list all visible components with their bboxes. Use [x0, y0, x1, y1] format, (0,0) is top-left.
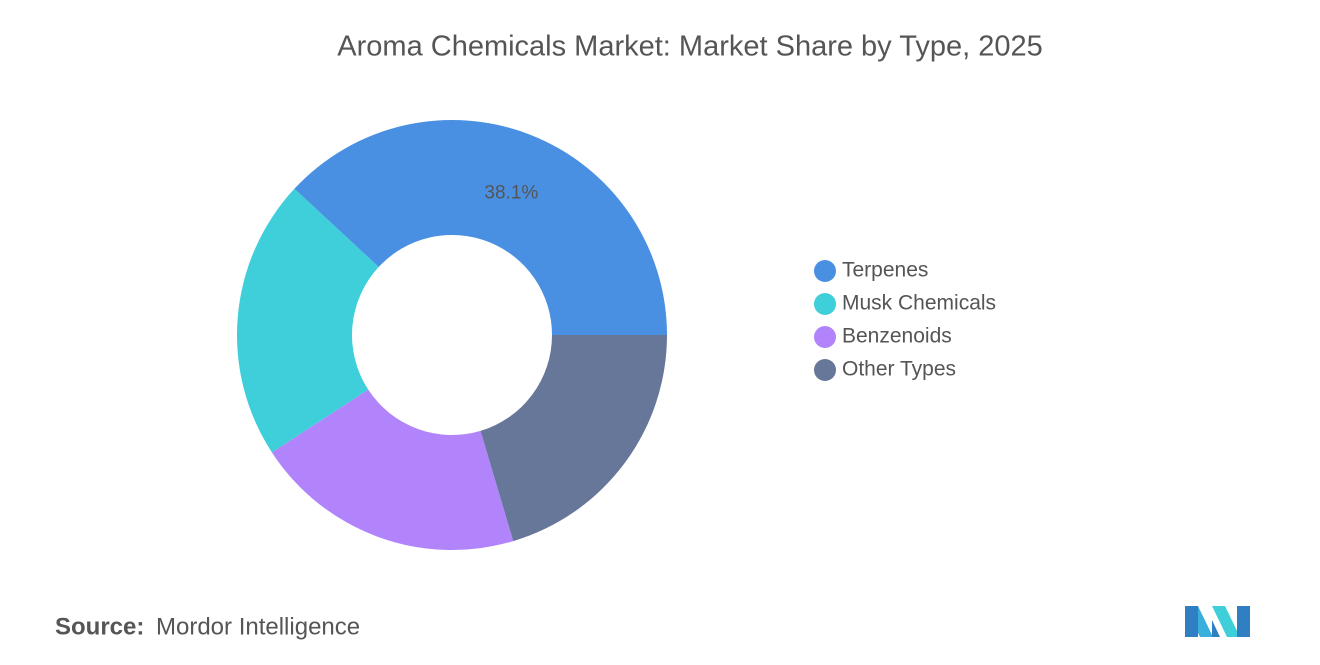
legend-label: Terpenes — [842, 259, 928, 282]
legend-label: Musk Chemicals — [842, 292, 996, 315]
slice — [480, 335, 667, 542]
chart-title: Aroma Chemicals Market: Market Share by … — [337, 31, 1042, 63]
legend-marker — [814, 260, 836, 282]
legend-marker — [814, 359, 836, 381]
source: Mordor Intelligence — [156, 613, 360, 640]
logo — [1185, 606, 1250, 637]
legend-marker — [814, 293, 836, 315]
source-label: Source: — [55, 613, 144, 640]
slice — [271, 389, 514, 550]
legend-marker — [814, 326, 836, 348]
legend-label: Benzenoids — [842, 325, 952, 348]
legend-label: Other Types — [842, 358, 956, 381]
value-label: 38.1% — [484, 183, 538, 204]
slice — [294, 119, 667, 335]
slice — [236, 188, 379, 453]
